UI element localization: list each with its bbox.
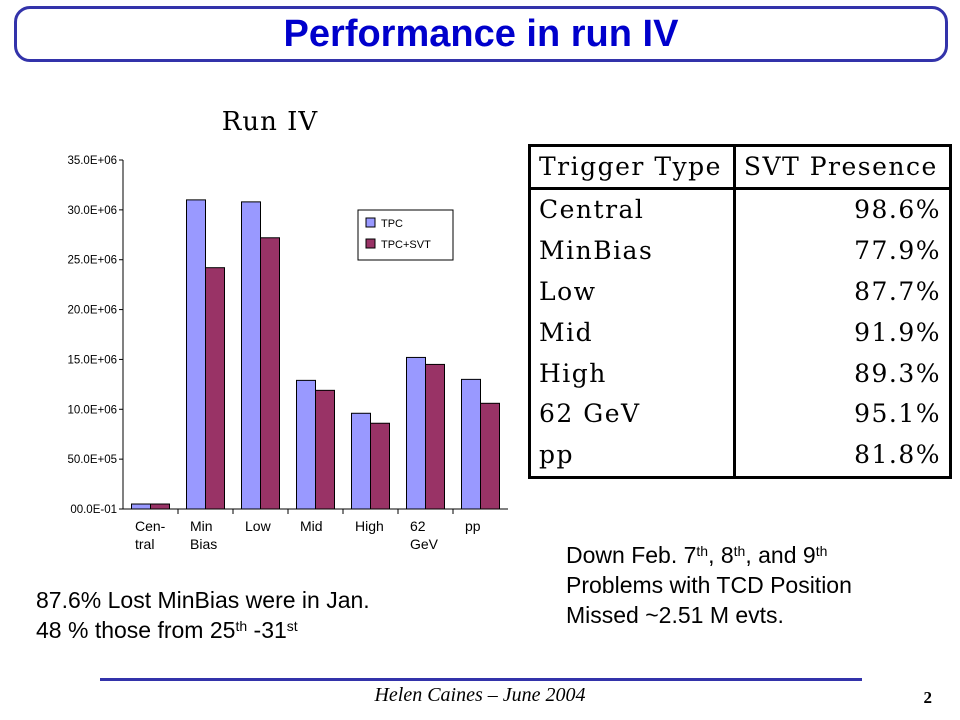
table-cell-trigger: MinBias (528, 230, 736, 272)
y-tick-label: 30.0E+06 (67, 205, 117, 217)
y-tick-label: 15.0E+06 (67, 354, 117, 366)
y-tick-label: 10.0E+06 (67, 404, 117, 416)
x-tick-label: Min (190, 518, 213, 534)
downtime-note: Down Feb. 7th, 8th, and 9th Problems wit… (566, 540, 852, 630)
table-cell-presence: 91.9% (732, 312, 953, 354)
x-tick-label: tral (135, 536, 154, 552)
footer-author: Helen Caines – June 2004 (374, 684, 586, 706)
bar-tpc-svt (315, 389, 335, 510)
bar-tpc-svt (150, 503, 170, 510)
legend-swatch (365, 238, 376, 249)
table-row: pp 81.8% (528, 434, 953, 479)
x-tick-label: High (355, 518, 384, 534)
table-row: High 89.3% (528, 353, 953, 394)
table-cell-presence: 87.7% (732, 271, 953, 313)
bar-tpc (461, 378, 481, 510)
table-cell-trigger: High (528, 353, 736, 394)
x-tick-label: Low (245, 518, 272, 534)
y-tick-label: 50.0E+05 (67, 454, 117, 466)
legend-label: TPC+SVT (381, 239, 431, 251)
footer-divider (100, 678, 862, 681)
table-cell-trigger: 62 GeV (528, 393, 736, 435)
y-tick-label: 00.0E-01 (70, 504, 117, 516)
table-cell-trigger: Low (528, 271, 736, 313)
table-row: 62 GeV 95.1% (528, 393, 953, 435)
y-tick-label: 35.0E+06 (67, 155, 117, 167)
table-row: Low 87.7% (528, 271, 953, 313)
bar-tpc (186, 199, 206, 510)
y-tick-label: 25.0E+06 (67, 255, 117, 267)
bar-tpc (351, 412, 371, 510)
table-cell-presence: 89.3% (732, 353, 953, 394)
x-tick-label: 62 (410, 518, 426, 534)
bar-tpc (296, 379, 316, 510)
table-cell-trigger: Mid (528, 312, 736, 354)
chart-title: Run IV (222, 107, 319, 137)
bar-tpc (131, 503, 151, 510)
bar-tpc-svt (425, 363, 445, 510)
y-tick-label: 20.0E+06 (67, 305, 117, 317)
downtime-line-3: Missed ~2.51 M evts. (566, 602, 784, 628)
minbias-line-1: 87.6% Lost MinBias were in Jan. (36, 587, 370, 613)
downtime-line-2: Problems with TCD Position (566, 572, 852, 598)
trigger-table: Trigger Type SVT Presence Central 98.6% … (528, 144, 953, 479)
legend-swatch (365, 217, 376, 228)
slide-title-box: Performance in run IV (14, 6, 948, 62)
slide-title: Performance in run IV (283, 12, 679, 55)
x-tick-label: GeV (410, 536, 439, 552)
minbias-line-2: 48 % those from 25th -31st (36, 617, 298, 643)
x-tick-label: Cen- (135, 518, 166, 534)
bar-chart: Run IV 00.0E-01 50.0E+05 10.0E+06 15.0E+06 20… (67, 107, 508, 552)
page-number: 2 (923, 688, 933, 707)
table-row: Mid 91.9% (528, 312, 953, 354)
bar-tpc-svt (260, 237, 280, 510)
table-header-svt-presence: SVT Presence (732, 144, 953, 190)
table-cell-presence: 81.8% (732, 434, 953, 479)
bar-tpc-svt (205, 267, 225, 510)
table-row: MinBias 77.9% (528, 230, 953, 272)
table-cell-presence: 77.9% (732, 230, 953, 272)
x-tick-label: Mid (300, 518, 323, 534)
x-tick-label: pp (465, 518, 481, 534)
minbias-note: 87.6% Lost MinBias were in Jan. 48 % tho… (36, 585, 370, 645)
table-cell-trigger: Central (528, 188, 736, 231)
table-cell-trigger: pp (528, 434, 736, 479)
table-row: Central 98.6% (528, 188, 953, 231)
table-cell-presence: 98.6% (732, 188, 953, 231)
bar-tpc (406, 356, 426, 510)
x-tick-label: Bias (190, 536, 217, 552)
table-cell-presence: 95.1% (732, 393, 953, 435)
downtime-line-1: Down Feb. 7th, 8th, and 9th (566, 542, 828, 568)
bar-tpc-svt (370, 422, 390, 510)
legend-label: TPC (381, 218, 403, 230)
bar-tpc-svt (480, 402, 500, 510)
trigger-table-header: Trigger Type SVT Presence (528, 144, 953, 190)
table-header-trigger-type: Trigger Type (528, 144, 736, 190)
bar-tpc (241, 201, 261, 510)
